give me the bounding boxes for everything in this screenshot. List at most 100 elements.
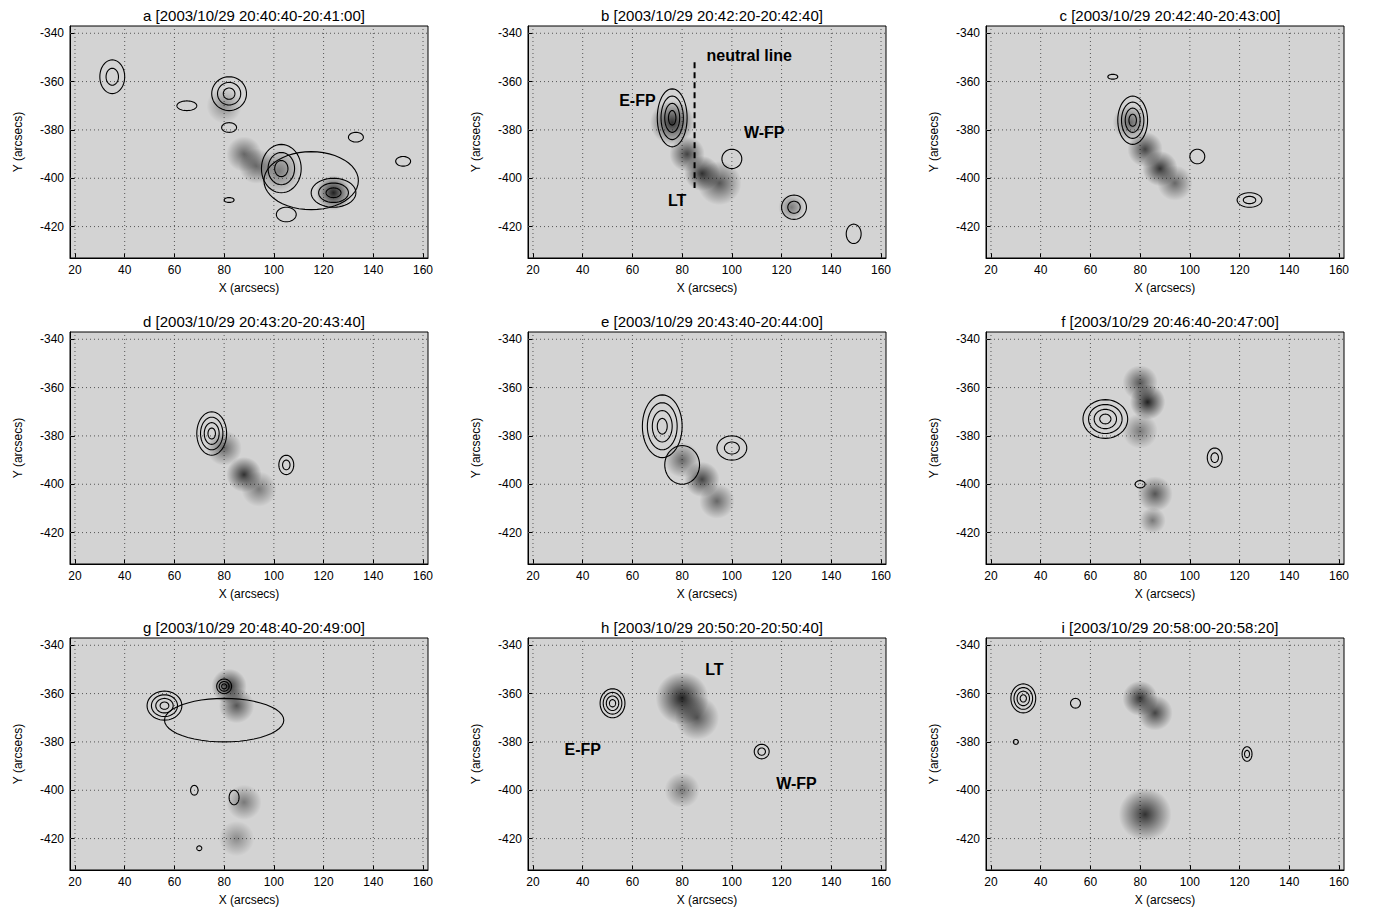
svg-text:-400: -400 xyxy=(498,171,522,185)
svg-text:80: 80 xyxy=(217,875,231,889)
svg-text:Y (arcsecs): Y (arcsecs) xyxy=(11,418,25,478)
svg-text:-400: -400 xyxy=(498,783,522,797)
svg-text:-360: -360 xyxy=(956,687,980,701)
svg-text:20: 20 xyxy=(526,263,540,277)
svg-text:20: 20 xyxy=(984,569,998,583)
svg-text:-380: -380 xyxy=(498,123,522,137)
svg-text:Y (arcsecs): Y (arcsecs) xyxy=(469,112,483,172)
svg-text:d [2003/10/29 20:43:20-20:43:4: d [2003/10/29 20:43:20-20:43:40] xyxy=(143,313,365,330)
svg-text:40: 40 xyxy=(576,569,590,583)
svg-text:20: 20 xyxy=(526,569,540,583)
svg-text:140: 140 xyxy=(363,569,383,583)
svg-text:Y (arcsecs): Y (arcsecs) xyxy=(927,724,941,784)
svg-text:X (arcsecs): X (arcsecs) xyxy=(1135,893,1196,907)
svg-text:100: 100 xyxy=(722,875,742,889)
svg-text:120: 120 xyxy=(772,875,792,889)
svg-text:20: 20 xyxy=(68,263,82,277)
svg-text:-380: -380 xyxy=(956,735,980,749)
svg-text:-420: -420 xyxy=(498,220,522,234)
svg-text:W-FP: W-FP xyxy=(776,775,817,792)
svg-text:120: 120 xyxy=(772,569,792,583)
svg-text:-400: -400 xyxy=(40,171,64,185)
svg-text:e [2003/10/29 20:43:40-20:44:0: e [2003/10/29 20:43:40-20:44:00] xyxy=(601,313,823,330)
svg-text:LT: LT xyxy=(668,192,687,209)
svg-text:60: 60 xyxy=(168,569,182,583)
svg-text:-340: -340 xyxy=(40,332,64,346)
svg-text:-400: -400 xyxy=(956,783,980,797)
svg-text:f [2003/10/29 20:46:40-20:47:0: f [2003/10/29 20:46:40-20:47:00] xyxy=(1061,313,1279,330)
svg-text:-380: -380 xyxy=(956,123,980,137)
svg-text:-360: -360 xyxy=(40,687,64,701)
svg-text:80: 80 xyxy=(1133,875,1147,889)
svg-text:100: 100 xyxy=(722,263,742,277)
svg-text:-360: -360 xyxy=(498,381,522,395)
svg-text:E-FP: E-FP xyxy=(619,92,656,109)
svg-text:-360: -360 xyxy=(40,381,64,395)
svg-text:140: 140 xyxy=(1279,569,1299,583)
svg-text:20: 20 xyxy=(984,263,998,277)
svg-text:20: 20 xyxy=(68,875,82,889)
svg-text:160: 160 xyxy=(413,875,433,889)
svg-text:120: 120 xyxy=(772,263,792,277)
svg-text:100: 100 xyxy=(264,875,284,889)
svg-text:60: 60 xyxy=(168,263,182,277)
svg-text:-360: -360 xyxy=(40,75,64,89)
svg-text:120: 120 xyxy=(1230,569,1250,583)
svg-text:40: 40 xyxy=(1034,263,1048,277)
svg-text:-380: -380 xyxy=(40,735,64,749)
svg-text:-400: -400 xyxy=(40,477,64,491)
svg-text:LT: LT xyxy=(705,661,724,678)
svg-text:-340: -340 xyxy=(956,638,980,652)
svg-text:-380: -380 xyxy=(40,429,64,443)
svg-text:X (arcsecs): X (arcsecs) xyxy=(219,893,280,907)
svg-text:b [2003/10/29 20:42:20-20:42:4: b [2003/10/29 20:42:20-20:42:40] xyxy=(601,7,823,24)
svg-text:X (arcsecs): X (arcsecs) xyxy=(677,281,738,295)
svg-text:-400: -400 xyxy=(40,783,64,797)
svg-text:60: 60 xyxy=(626,263,640,277)
svg-text:-380: -380 xyxy=(956,429,980,443)
svg-text:X (arcsecs): X (arcsecs) xyxy=(677,587,738,601)
svg-text:20: 20 xyxy=(984,875,998,889)
svg-text:-340: -340 xyxy=(498,26,522,40)
svg-text:140: 140 xyxy=(363,263,383,277)
svg-text:-420: -420 xyxy=(40,220,64,234)
svg-text:-340: -340 xyxy=(498,638,522,652)
svg-text:-420: -420 xyxy=(956,526,980,540)
svg-text:100: 100 xyxy=(722,569,742,583)
svg-text:140: 140 xyxy=(363,875,383,889)
svg-text:-420: -420 xyxy=(40,526,64,540)
svg-text:80: 80 xyxy=(217,569,231,583)
svg-text:160: 160 xyxy=(1329,569,1349,583)
svg-text:Y (arcsecs): Y (arcsecs) xyxy=(927,418,941,478)
svg-text:X (arcsecs): X (arcsecs) xyxy=(219,587,280,601)
svg-text:-380: -380 xyxy=(498,735,522,749)
svg-text:X (arcsecs): X (arcsecs) xyxy=(1135,281,1196,295)
svg-text:20: 20 xyxy=(526,875,540,889)
svg-text:-400: -400 xyxy=(956,477,980,491)
svg-text:-360: -360 xyxy=(956,381,980,395)
svg-text:-340: -340 xyxy=(40,638,64,652)
svg-text:80: 80 xyxy=(675,263,689,277)
svg-text:-360: -360 xyxy=(956,75,980,89)
svg-text:40: 40 xyxy=(118,569,132,583)
svg-text:h [2003/10/29 20:50:20-20:50:4: h [2003/10/29 20:50:20-20:50:40] xyxy=(601,619,823,636)
svg-text:100: 100 xyxy=(1180,569,1200,583)
svg-text:-420: -420 xyxy=(498,832,522,846)
svg-text:160: 160 xyxy=(1329,875,1349,889)
svg-text:i [2003/10/29 20:58:00-20:58:2: i [2003/10/29 20:58:00-20:58:20] xyxy=(1062,619,1279,636)
svg-text:140: 140 xyxy=(1279,263,1299,277)
svg-text:a [2003/10/29 20:40:40-20:41:0: a [2003/10/29 20:40:40-20:41:00] xyxy=(143,7,365,24)
svg-text:80: 80 xyxy=(217,263,231,277)
svg-text:80: 80 xyxy=(675,875,689,889)
svg-text:160: 160 xyxy=(871,569,891,583)
svg-text:c [2003/10/29 20:42:40-20:43:0: c [2003/10/29 20:42:40-20:43:00] xyxy=(1059,7,1280,24)
svg-text:-420: -420 xyxy=(956,832,980,846)
svg-text:40: 40 xyxy=(576,875,590,889)
svg-text:Y (arcsecs): Y (arcsecs) xyxy=(927,112,941,172)
svg-text:-380: -380 xyxy=(40,123,64,137)
svg-text:60: 60 xyxy=(626,569,640,583)
svg-text:W-FP: W-FP xyxy=(744,124,785,141)
svg-text:-420: -420 xyxy=(40,832,64,846)
svg-text:100: 100 xyxy=(264,263,284,277)
svg-text:100: 100 xyxy=(1180,263,1200,277)
